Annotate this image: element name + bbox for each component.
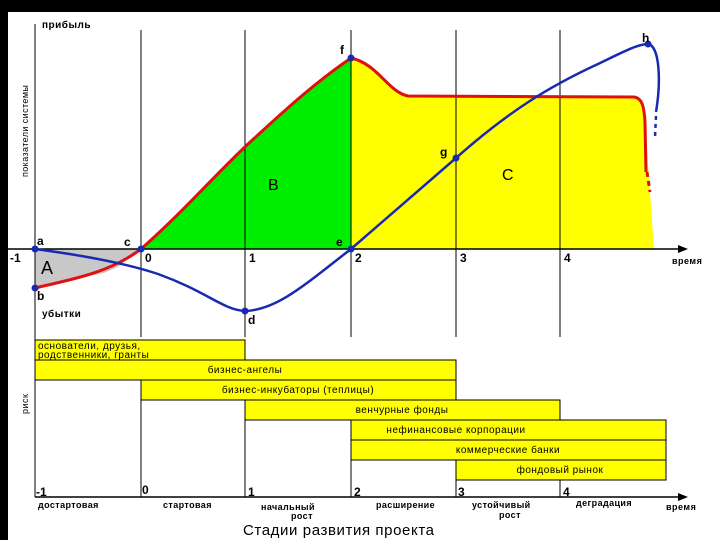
point-b: [31, 284, 39, 292]
bar-nonfinancial-corps-label: нефинансовые корпорации: [386, 424, 525, 436]
stage-stable-growth-line1: устойчивый: [472, 500, 531, 510]
bar-business-angels-label: бизнес-ангелы: [208, 364, 283, 376]
bar-incubators-label: бизнес-инкубаторы (теплицы): [222, 384, 374, 396]
axis-profit-label: прибыль: [42, 19, 91, 31]
lower-tick-4: 3: [458, 485, 465, 499]
point-g-label: g: [440, 145, 447, 159]
axis-risk-label: риск: [20, 394, 30, 414]
upper-tick-0: -1: [10, 251, 21, 265]
lower-tick-0: -1: [36, 485, 47, 499]
point-f: [347, 54, 355, 62]
bar-stock-market: [455, 459, 667, 481]
stage-expansion: расширение: [376, 500, 435, 510]
axis-system-label: показатели системы: [20, 85, 30, 177]
area-a-label: A: [41, 258, 53, 278]
upper-tick-5: 4: [564, 251, 571, 265]
point-h-label: h: [642, 31, 649, 45]
stage-start: стартовая: [163, 500, 212, 510]
upper-stage-lines: [34, 24, 561, 337]
bar-venture-funds-label: венчурные фонды: [356, 404, 449, 416]
point-c-label: c: [124, 235, 131, 249]
point-d: [241, 307, 249, 315]
area-b-fill: [141, 58, 351, 249]
area-b-label: B: [268, 177, 279, 194]
lower-tick-1: 0: [142, 483, 149, 497]
point-a: [31, 245, 39, 253]
time-axis-upper-arrow: [678, 245, 688, 253]
profit-curve-dashed: [645, 171, 652, 193]
point-e: [347, 245, 355, 253]
page-title: Стадии развития проекта: [243, 522, 435, 539]
profit-curve: [34, 56, 648, 290]
point-f-label: f: [340, 43, 345, 57]
time-axis-lower-arrow: [678, 493, 688, 501]
financing-bars: основатели, друзья, родственники, гранты…: [34, 339, 667, 481]
area-c-label: C: [502, 167, 514, 184]
stage-degradation: деградация: [576, 498, 632, 508]
upper-tick-2: 1: [249, 251, 256, 265]
upper-tick-1: 0: [145, 251, 152, 265]
point-c: [137, 245, 145, 253]
lower-tick-2: 1: [248, 485, 255, 499]
axis-time-label-lower: время: [666, 502, 696, 512]
upper-tick-3: 2: [355, 251, 362, 265]
bar-stock-market-label: фондовый рынок: [517, 464, 604, 476]
point-b-label: b: [37, 289, 44, 303]
stage-pre-start: достартовая: [38, 500, 99, 510]
bar-founders-label-line2: родственники, гранты: [38, 350, 149, 361]
axis-losses-label: убытки: [42, 308, 81, 320]
point-a-label: a: [37, 234, 44, 248]
point-g: [452, 154, 460, 162]
curve-points: [31, 40, 652, 315]
system-curve-dashed: [653, 115, 658, 138]
stage-initial-growth-line2: рост: [291, 511, 313, 521]
point-h: [644, 40, 652, 48]
bar-commercial-banks-label: коммерческие банки: [456, 444, 560, 456]
point-e-label: e: [336, 235, 343, 249]
area-a-fill: [35, 249, 141, 288]
slide: a b c d e f g h A B C -1 0 1 2 3 4 прибы…: [8, 12, 720, 540]
bar-founders-label-line1: основатели, друзья,: [38, 341, 141, 352]
lower-tick-3: 2: [354, 485, 361, 499]
upper-tick-4: 3: [460, 251, 467, 265]
lower-tick-5: 4: [563, 485, 570, 499]
system-curve: [34, 42, 661, 313]
stage-initial-growth-line1: начальный: [261, 502, 315, 512]
stage-stable-growth-line2: рост: [499, 510, 521, 520]
axis-time-label-upper: время: [672, 256, 702, 266]
area-c-fill: [351, 58, 654, 249]
point-d-label: d: [248, 313, 255, 327]
